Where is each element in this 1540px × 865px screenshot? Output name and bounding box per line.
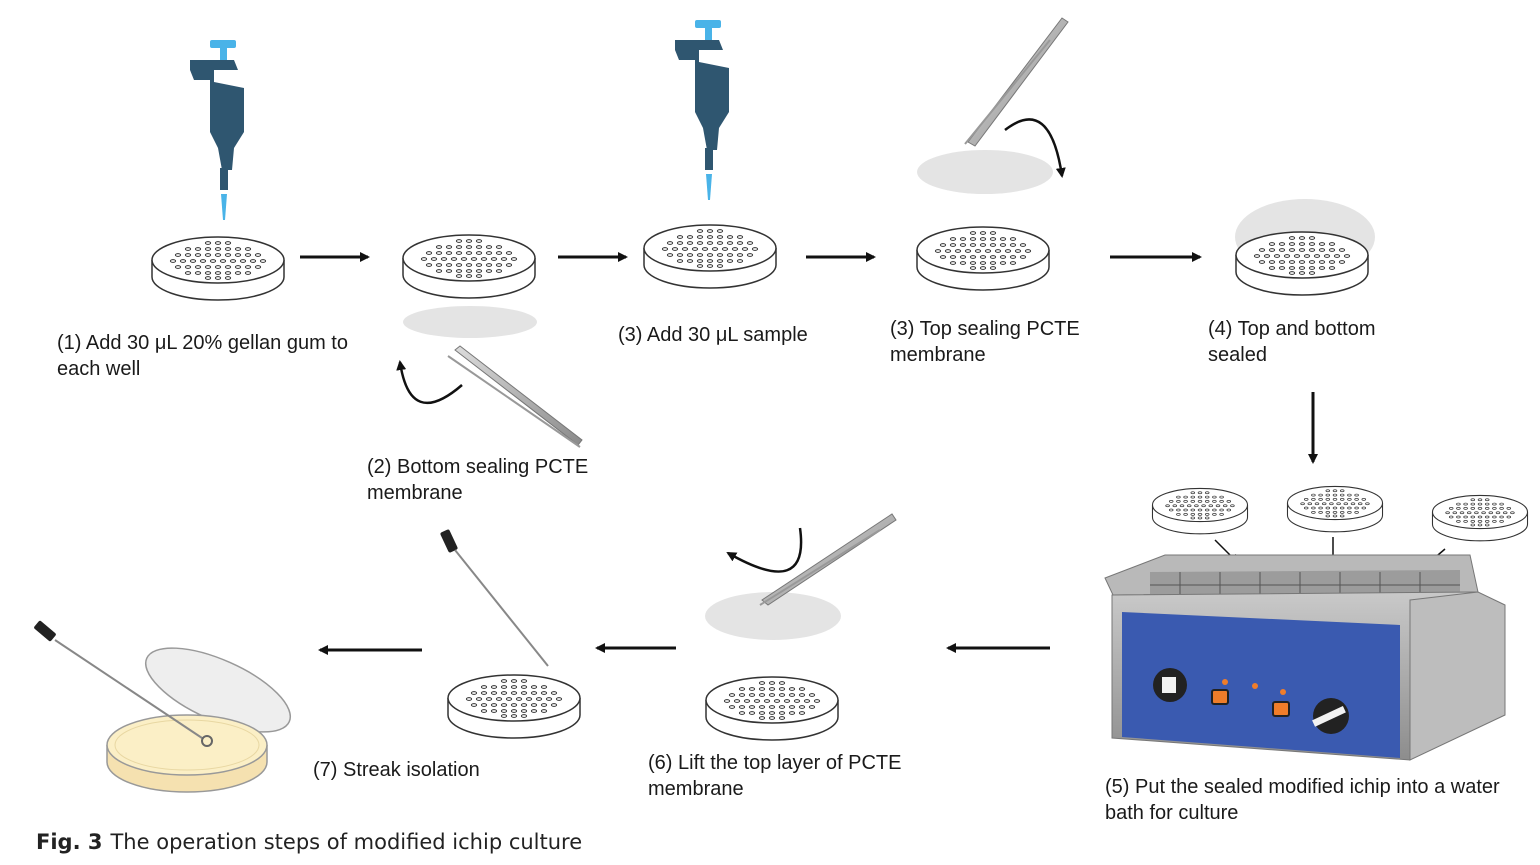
step3a-label: (3) Add 30 μL sample: [618, 322, 808, 348]
step3b-curved-arrow-icon: [1004, 118, 1066, 178]
step2-label-line1: (2) Bottom sealing PCTE: [367, 456, 589, 478]
figure-caption-text: The operation steps of modified ichip cu…: [110, 830, 583, 854]
step6-label: (6) Lift the top layer of PCTE membrane: [648, 750, 901, 802]
step1-ichip-disc-icon: [151, 236, 285, 301]
step3b-membrane-icon: [917, 150, 1053, 194]
petri-inoculation-loop-icon: [34, 620, 213, 747]
step6-label-line1: (6) Lift the top layer of PCTE: [648, 752, 902, 774]
step6-curved-arrow-icon: [726, 527, 803, 573]
step5-ichip-disc-icon: [1151, 487, 1249, 535]
step3b-label-line2: membrane: [890, 344, 986, 366]
step4-label-line1: (4) Top and bottom: [1208, 318, 1376, 340]
step4-label-line2: sealed: [1208, 344, 1267, 366]
step5-label-line1: (5) Put the sealed modified ichip into a…: [1105, 776, 1500, 798]
step2-ichip-disc-icon: [402, 234, 536, 299]
step7-ichip-disc-icon: [447, 674, 581, 739]
figure-number: Fig. 3: [36, 830, 103, 854]
step2-tweezers-icon: [447, 345, 583, 448]
petri-dish-icon: [106, 647, 292, 793]
step1-label: (1) Add 30 μL 20% gellan gum to each wel…: [57, 330, 348, 382]
step3b-label-line1: (3) Top sealing PCTE: [890, 318, 1080, 340]
step3b-tweezers-icon: [964, 17, 1069, 147]
step6-ichip-disc-icon: [705, 676, 839, 741]
step5-label: (5) Put the sealed modified ichip into a…: [1105, 774, 1500, 826]
step2-label: (2) Bottom sealing PCTE membrane: [367, 454, 588, 506]
step2-membrane-icon: [403, 306, 537, 338]
step5-label-line2: bath for culture: [1105, 802, 1239, 824]
step6-membrane-icon: [705, 592, 841, 640]
step5-ichip-disc-icon: [1286, 485, 1384, 533]
step7-label: (7) Streak isolation: [313, 757, 480, 783]
step3a-ichip-disc-icon: [643, 224, 777, 289]
step6-tweezers-icon: [759, 513, 897, 606]
step4-label: (4) Top and bottom sealed: [1208, 316, 1376, 368]
step3b-ichip-disc-icon: [916, 226, 1050, 291]
step7-label-line1: (7) Streak isolation: [313, 759, 480, 781]
water-bath-icon: [1104, 554, 1506, 761]
step3a-pipette-icon: [675, 20, 729, 200]
figure-caption: Fig. 3 The operation steps of modified ic…: [36, 830, 582, 854]
step7-inoculation-loop-icon: [440, 529, 549, 667]
step2-label-line2: membrane: [367, 482, 463, 504]
step3b-label: (3) Top sealing PCTE membrane: [890, 316, 1080, 368]
step2-curved-arrow-icon: [396, 360, 463, 405]
step5-ichip-disc-icon: [1431, 494, 1529, 542]
step4-ichip-disc-icon: [1235, 231, 1369, 296]
step1-label-line1: (1) Add 30 μL 20% gellan gum to: [57, 332, 348, 354]
step3a-label-line1: (3) Add 30 μL sample: [618, 324, 808, 346]
step6-label-line2: membrane: [648, 778, 744, 800]
step1-label-line2: each well: [57, 358, 141, 380]
step1-pipette-icon: [190, 40, 244, 220]
